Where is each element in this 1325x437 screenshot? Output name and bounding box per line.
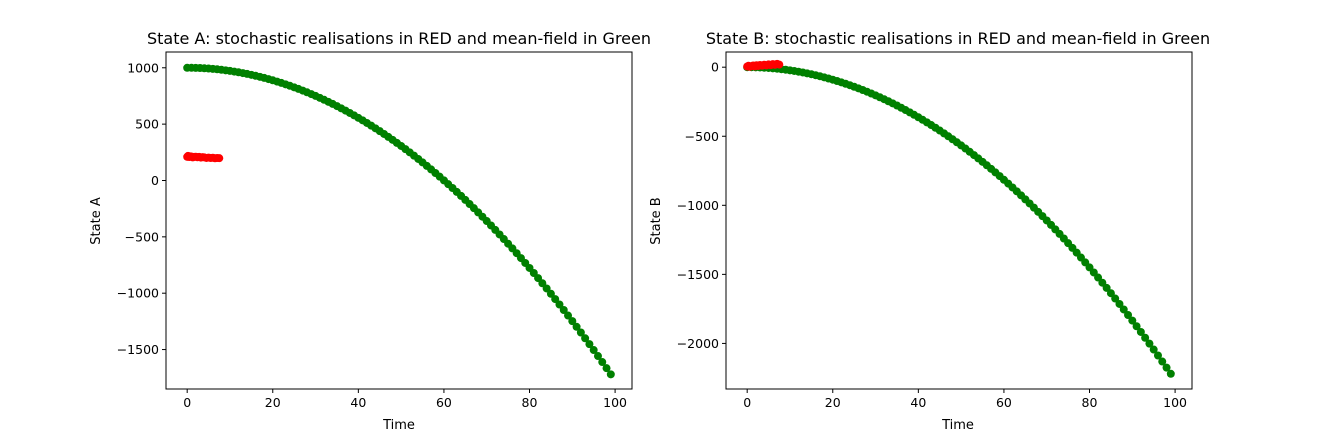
mean-field-point bbox=[589, 346, 598, 355]
y-tick-label: −1000 bbox=[677, 198, 719, 213]
chart-state-b: State B: stochastic realisations in RED … bbox=[649, 29, 1210, 433]
mean-field-point bbox=[606, 370, 615, 379]
mean-field-point bbox=[1124, 310, 1133, 319]
mean-field-point bbox=[1145, 339, 1154, 348]
mean-field-point bbox=[559, 305, 568, 314]
mean-field-point bbox=[1111, 294, 1120, 303]
data-layer bbox=[743, 59, 1175, 378]
y-tick-label: −1500 bbox=[677, 267, 719, 282]
mean-field-point bbox=[1149, 345, 1158, 354]
y-tick-label: −2000 bbox=[677, 336, 719, 351]
y-axis-label: State B bbox=[649, 197, 664, 244]
y-tick-label: 500 bbox=[135, 117, 159, 132]
chart-state-a: State A: stochastic realisations in RED … bbox=[89, 29, 651, 433]
x-tick-label: 0 bbox=[183, 395, 191, 410]
x-tick-label: 0 bbox=[743, 395, 751, 410]
mean-field-point bbox=[598, 358, 607, 367]
stochastic-point bbox=[775, 60, 784, 69]
plot-frame bbox=[165, 51, 633, 390]
y-tick-label: −1500 bbox=[117, 342, 159, 357]
mean-field-point bbox=[1162, 363, 1171, 372]
mean-field-point bbox=[546, 289, 555, 298]
tick-layer: 0 20 40 60 80 100 0 −500 −1000 −1500 −2000 bbox=[677, 60, 1187, 410]
y-axis-label: State A bbox=[89, 197, 104, 245]
y-tick-label: −500 bbox=[685, 129, 719, 144]
mean-field-point bbox=[1115, 299, 1124, 308]
y-tick-label: 1000 bbox=[127, 60, 159, 75]
mean-field-point bbox=[555, 300, 564, 309]
x-tick-label: 60 bbox=[996, 395, 1012, 410]
mean-field-point bbox=[602, 364, 611, 373]
mean-field-point bbox=[1119, 305, 1128, 314]
y-tick-label: 0 bbox=[711, 60, 719, 75]
mean-field-point bbox=[1141, 333, 1150, 342]
data-layer bbox=[183, 63, 615, 379]
mean-field-point bbox=[576, 328, 585, 337]
chart-title: State A: stochastic realisations in RED … bbox=[147, 29, 651, 48]
x-tick-label: 100 bbox=[603, 395, 627, 410]
y-tick-label: 0 bbox=[151, 173, 159, 188]
x-tick-label: 40 bbox=[350, 395, 366, 410]
mean-field-point bbox=[1132, 322, 1141, 331]
y-tick-label: −500 bbox=[125, 229, 159, 244]
mean-field-point bbox=[581, 334, 590, 343]
mean-field-point bbox=[1153, 351, 1162, 360]
x-axis-label: Time bbox=[382, 418, 415, 433]
x-axis-label: Time bbox=[941, 418, 974, 433]
mean-field-point bbox=[1128, 316, 1137, 325]
x-tick-label: 60 bbox=[436, 395, 452, 410]
y-tick-label: −1000 bbox=[117, 286, 159, 301]
mean-field-point bbox=[551, 295, 560, 304]
mean-field-point bbox=[1136, 327, 1145, 336]
x-tick-label: 40 bbox=[910, 395, 926, 410]
tick-layer: 0 20 40 60 80 100 1000 500 0 −500 −1000 −1500 bbox=[117, 60, 627, 410]
mean-field-point bbox=[585, 340, 594, 349]
stochastic-point bbox=[215, 154, 224, 163]
mean-field-point bbox=[1158, 357, 1167, 366]
chart-title: State B: stochastic realisations in RED … bbox=[706, 29, 1210, 48]
x-tick-label: 80 bbox=[522, 395, 538, 410]
x-tick-label: 20 bbox=[265, 395, 281, 410]
mean-field-point bbox=[564, 311, 573, 320]
x-tick-label: 20 bbox=[825, 395, 841, 410]
x-tick-label: 80 bbox=[1082, 395, 1098, 410]
mean-field-point bbox=[1106, 289, 1115, 298]
plot-frame bbox=[725, 51, 1193, 390]
mean-field-point bbox=[1166, 369, 1175, 378]
mean-field-point bbox=[593, 352, 602, 361]
mean-field-point bbox=[568, 317, 577, 326]
x-tick-label: 100 bbox=[1163, 395, 1187, 410]
mean-field-point bbox=[572, 322, 581, 331]
